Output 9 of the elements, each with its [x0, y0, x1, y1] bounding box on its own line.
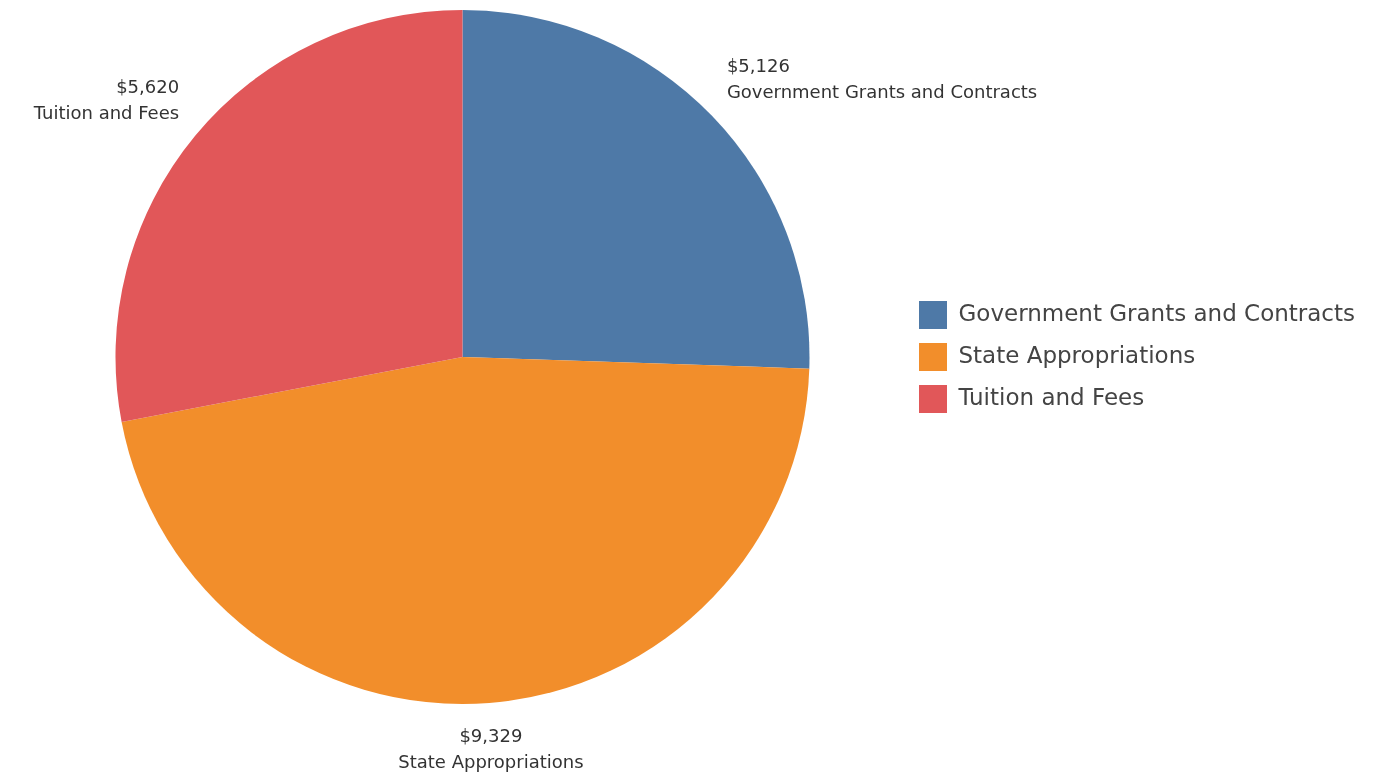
legend-label: Tuition and Fees	[957, 383, 1145, 410]
legend-label: State Appropriations	[958, 341, 1196, 368]
data-label: $9,329	[459, 725, 523, 747]
data-label: $5,620	[116, 76, 180, 98]
slice-label: Tuition and Fees	[32, 102, 180, 124]
legend-label: Government Grants and Contracts	[958, 299, 1355, 326]
slice-label: State Appropriations	[398, 751, 584, 773]
data-label: $5,126	[726, 54, 790, 76]
slice-label: Government Grants and Contracts	[726, 80, 1038, 102]
